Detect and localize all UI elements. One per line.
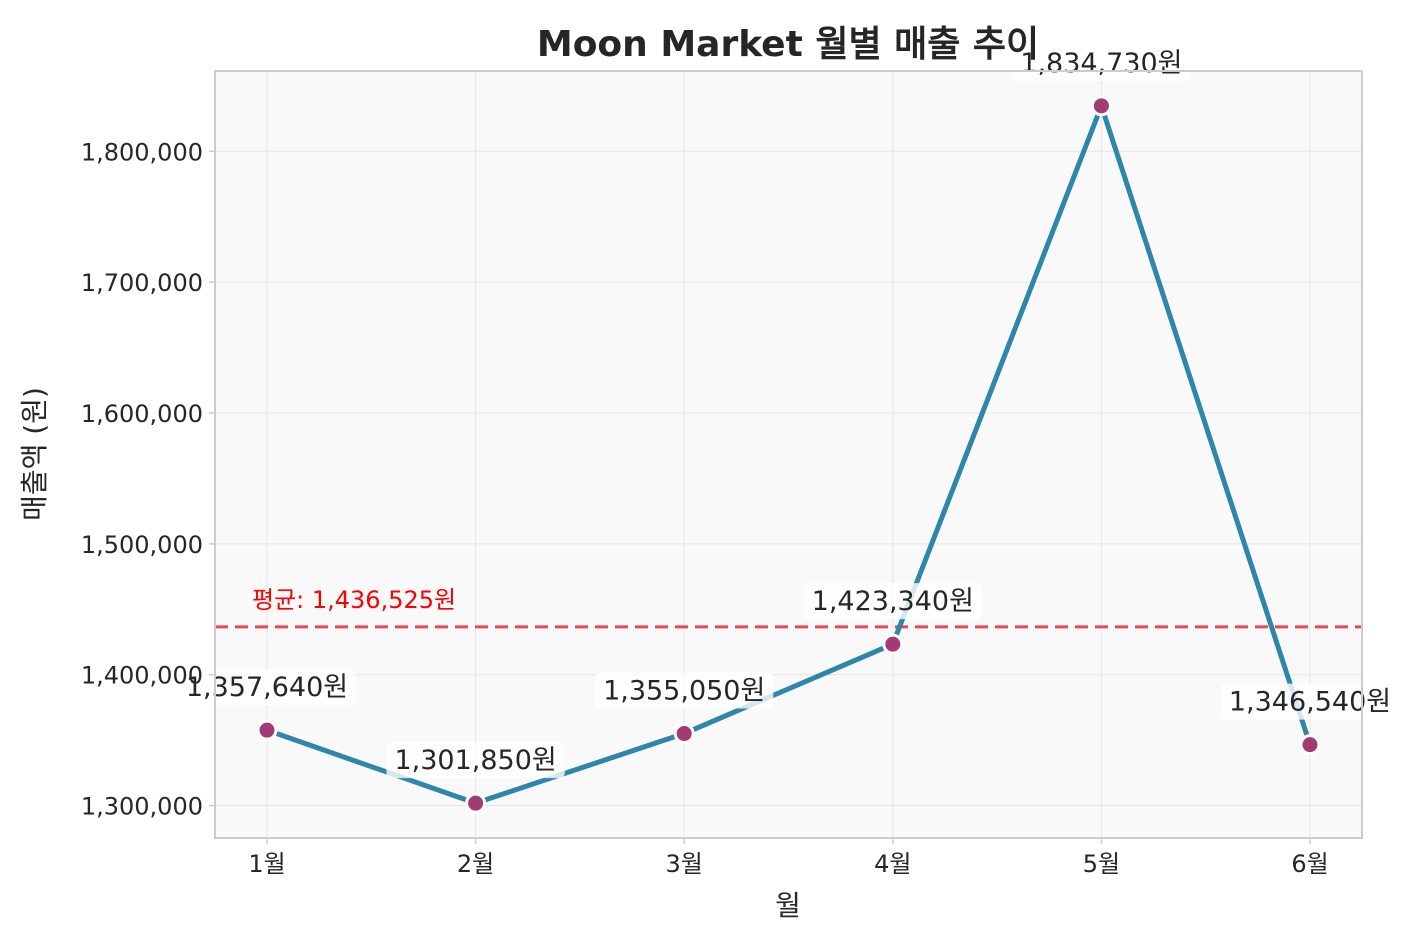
data-point — [673, 723, 695, 745]
data-label-box — [1220, 683, 1400, 720]
data-label-box — [803, 583, 982, 620]
y-tick-label: 1,300,000 — [81, 793, 203, 821]
data-label: 1,355,050원 — [595, 672, 774, 709]
x-tick-label: 3월 — [666, 850, 703, 878]
series-line — [264, 103, 1313, 806]
average-label: 평균: 1,436,525원 — [252, 586, 456, 614]
data-label-box — [177, 669, 357, 706]
data-point — [882, 633, 904, 655]
data-label-text: 1,834,730원 — [1020, 48, 1182, 79]
y-axis-label: 매출액 (원) — [18, 387, 51, 521]
data-label-text: 1,357,640원 — [186, 672, 348, 703]
x-tick-label: 4월 — [874, 850, 911, 878]
data-point — [465, 792, 487, 814]
y-axis-ticks: 1,300,000 1,400,000 1,500,000 1,600,000 1,70… — [81, 138, 215, 821]
x-tick-label: 2월 — [457, 850, 494, 878]
data-label-text: 1,301,850원 — [394, 745, 556, 776]
data-label-text: 1,423,340원 — [812, 586, 974, 617]
data-label-text: 1,355,050원 — [603, 676, 765, 707]
data-point — [1090, 95, 1112, 117]
data-label: 1,301,850원 — [386, 742, 565, 779]
grid — [215, 71, 1362, 838]
plot-area — [215, 71, 1362, 838]
x-tick-label: 1월 — [248, 850, 285, 878]
average-line-group: 평균: 1,436,525원 — [215, 586, 1362, 629]
y-tick-label: 1,800,000 — [81, 138, 203, 166]
x-tick-label: 5월 — [1083, 850, 1120, 878]
data-label: 1,423,340원 — [803, 583, 982, 620]
data-label-box — [595, 672, 774, 709]
x-axis-ticks: 1월 2월 3월 4월 5월 6월 — [248, 838, 1329, 878]
data-label: 1,346,540원 — [1220, 683, 1400, 720]
data-label-text: 1,346,540원 — [1229, 687, 1391, 718]
data-point — [256, 719, 278, 741]
x-axis-label: 월 — [775, 889, 801, 922]
y-tick-label: 1,700,000 — [81, 269, 203, 297]
y-tick-label: 1,600,000 — [81, 400, 203, 428]
plot-frame — [214, 70, 1363, 839]
data-labels: 1,357,640원 1,301,850원 1,355,050원 1,423,340원… — [177, 44, 1400, 779]
data-label-box — [386, 742, 565, 779]
x-tick-label: 6월 — [1291, 850, 1328, 878]
sales-series — [256, 95, 1321, 814]
data-label: 1,357,640원 — [177, 669, 357, 706]
data-point — [1299, 734, 1321, 756]
y-tick-label: 1,500,000 — [81, 531, 203, 559]
chart-title: Moon Market 월별 매출 추이 — [537, 24, 1039, 65]
y-tick-label: 1,400,000 — [81, 662, 203, 690]
